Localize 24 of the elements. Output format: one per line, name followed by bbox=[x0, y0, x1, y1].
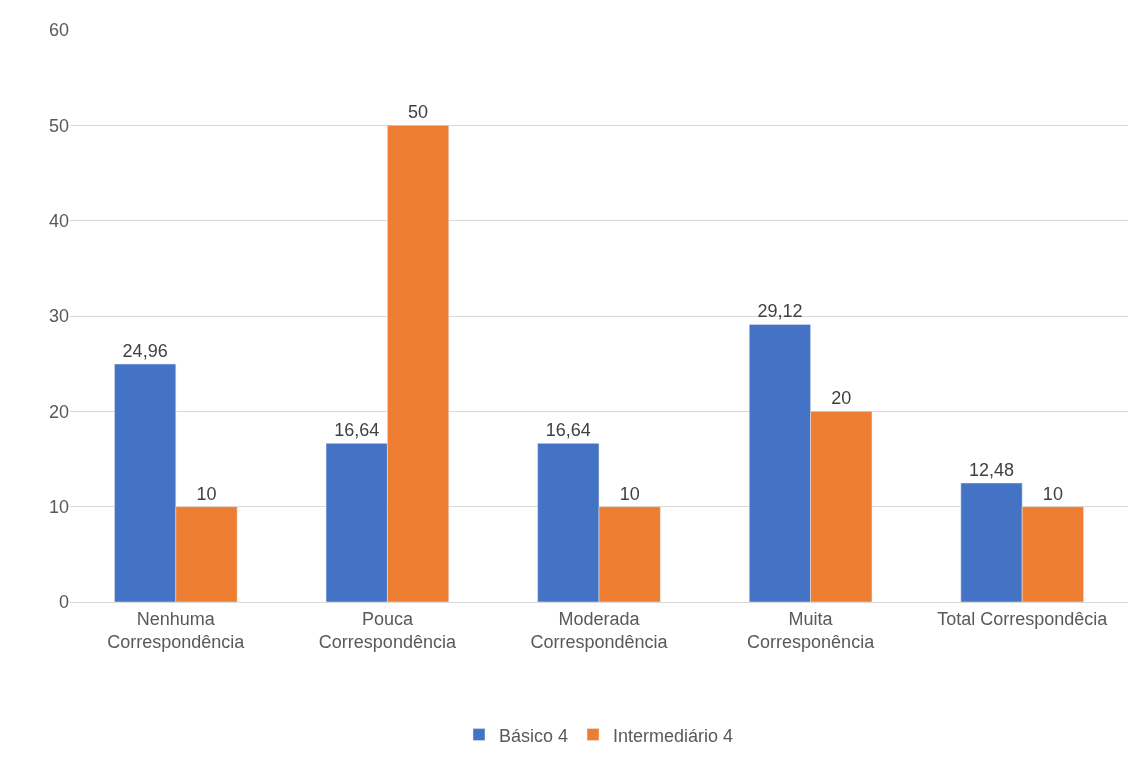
data-label: 16,64 bbox=[545, 420, 591, 441]
x-tick-label: Muita Corresponência bbox=[747, 608, 876, 652]
x-tick-label: Total Correspondêcia bbox=[937, 608, 1109, 629]
data-label: 24,96 bbox=[122, 341, 168, 362]
legend-label: Básico 4 bbox=[499, 725, 569, 746]
data-label: 50 bbox=[408, 102, 429, 123]
data-label: 16,64 bbox=[334, 420, 380, 441]
data-label: 29,12 bbox=[757, 301, 803, 322]
y-tick-label: 50 bbox=[48, 115, 69, 136]
y-tick-label: 20 bbox=[48, 401, 69, 422]
legend-label: Intermediário 4 bbox=[613, 725, 734, 746]
y-tick-label: 30 bbox=[48, 306, 69, 327]
data-label: 12,48 bbox=[969, 460, 1015, 481]
data-label: 10 bbox=[196, 483, 217, 504]
y-tick-label: 60 bbox=[48, 20, 69, 41]
y-tick-label: 10 bbox=[48, 496, 69, 517]
y-tick-label: 0 bbox=[58, 592, 69, 613]
data-label: 10 bbox=[619, 483, 640, 504]
y-tick-label: 40 bbox=[48, 210, 69, 231]
data-label: 20 bbox=[831, 388, 852, 409]
x-tick-label: Pouca Correspondência bbox=[318, 608, 457, 652]
data-label: 10 bbox=[1042, 483, 1063, 504]
x-tick-label: Moderada Correspondência bbox=[530, 608, 669, 652]
x-tick-label: Nenhuma Correspondência bbox=[107, 608, 246, 652]
